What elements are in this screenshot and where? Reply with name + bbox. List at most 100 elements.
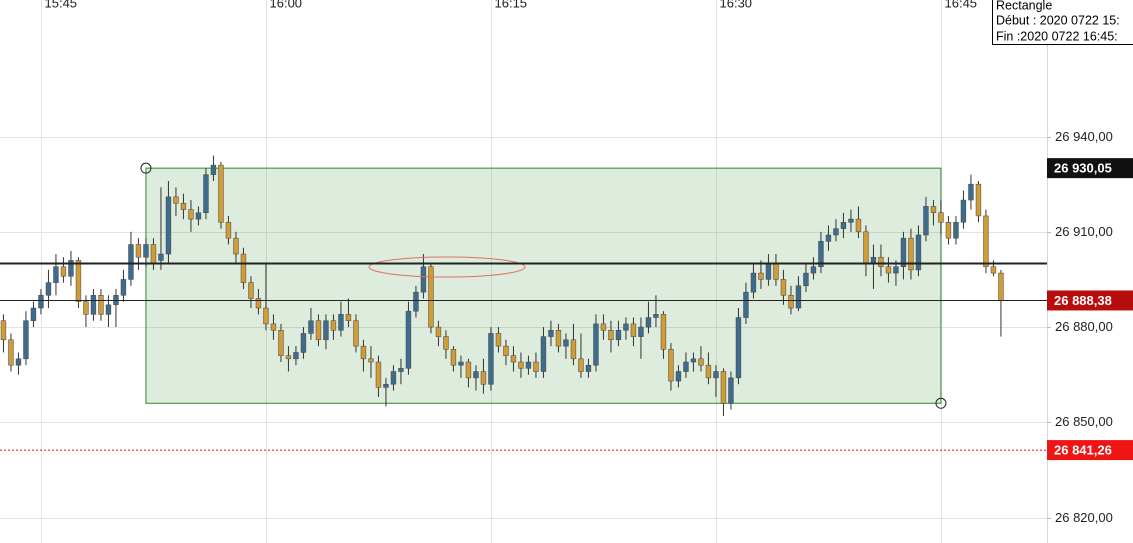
x-tick-label: 16:45 <box>945 0 978 10</box>
candle-body <box>720 371 727 404</box>
candle-body <box>240 253 247 283</box>
y-tick-label: 26 880,00 <box>1055 319 1113 334</box>
x-tick-label: 15:45 <box>45 0 78 10</box>
tooltip-title: Rectangle <box>996 0 1052 12</box>
candle-body <box>195 212 202 220</box>
candle-body <box>938 212 944 223</box>
candle-body <box>150 244 157 264</box>
candle-body <box>473 371 479 379</box>
candle-body <box>945 222 952 239</box>
candle-body <box>623 323 629 331</box>
candle-body <box>30 307 37 321</box>
candle-body <box>825 234 832 242</box>
candle-body <box>930 206 937 214</box>
candle-body <box>833 228 839 236</box>
candle-body <box>848 218 854 223</box>
candle-body <box>443 336 449 350</box>
candle-body <box>315 320 322 341</box>
candle-body <box>405 310 412 369</box>
candle-body <box>53 266 59 283</box>
candle-body <box>248 282 254 299</box>
tooltip: Rectangle Début : 2020 0722 15: Fin :202… <box>992 0 1133 45</box>
candle-body <box>128 244 134 280</box>
candle-body <box>420 266 427 293</box>
candle-body <box>428 266 434 328</box>
tooltip-start: Début : 2020 0722 15: <box>996 13 1120 27</box>
candle-body <box>863 231 869 264</box>
candle-body <box>383 383 389 388</box>
candle-body <box>923 206 929 236</box>
candle-body <box>98 295 104 315</box>
x-tick-label: 16:30 <box>720 0 753 10</box>
candle-body <box>263 307 269 325</box>
candle-body <box>600 323 607 331</box>
candle-body <box>495 333 502 347</box>
candle-body <box>803 272 809 287</box>
candle-body <box>810 266 817 274</box>
candle-body <box>698 358 704 366</box>
candle-body <box>458 361 464 366</box>
candle-body <box>563 339 569 347</box>
candle-body <box>465 361 472 379</box>
candle-body <box>270 323 277 331</box>
candle-body <box>300 333 307 353</box>
candle-body <box>645 317 652 328</box>
tooltip-end: Fin :2020 0722 16:45: <box>996 29 1118 43</box>
candle-body <box>878 256 884 267</box>
candle-body <box>293 352 299 360</box>
candle-body <box>998 272 1004 301</box>
candle-body <box>683 361 689 372</box>
candle-body <box>210 164 217 175</box>
candle-body <box>630 323 637 337</box>
candle-body <box>525 361 532 369</box>
y-tick-label: 26 820,00 <box>1055 510 1113 525</box>
candle-body <box>345 314 352 321</box>
candle-body <box>765 263 772 280</box>
candle-body <box>15 358 22 366</box>
candle-body <box>510 355 517 363</box>
candle-body <box>450 349 457 366</box>
candle-body <box>915 234 922 271</box>
candle-body <box>143 244 149 258</box>
candle-body <box>968 183 974 201</box>
candle-body <box>758 272 764 280</box>
candle-body <box>8 339 14 366</box>
candle-body <box>585 364 592 372</box>
candle-body <box>713 371 719 379</box>
candle-body <box>83 301 89 315</box>
candle-body <box>900 237 907 267</box>
candle-body <box>285 355 292 360</box>
candle-body <box>45 282 52 296</box>
candle-body <box>435 326 442 337</box>
candle-body <box>780 279 787 296</box>
candle-body <box>555 329 562 347</box>
candle-body <box>120 279 127 296</box>
candle-body <box>615 329 622 341</box>
candle-body <box>578 358 584 372</box>
candle-body <box>668 349 674 382</box>
y-tick-label: 26 850,00 <box>1055 414 1113 429</box>
candle-body <box>638 326 644 337</box>
candle-body <box>818 241 824 267</box>
candle-body <box>165 196 172 255</box>
candle-body <box>855 218 862 233</box>
candle-body <box>705 364 712 379</box>
candle-body <box>728 377 734 404</box>
candle-body <box>353 320 359 347</box>
price-label-box <box>1047 290 1133 311</box>
candle-body <box>488 333 494 385</box>
candle-body <box>38 295 44 309</box>
candle-body <box>68 260 74 277</box>
ellipse-annotation <box>368 256 526 278</box>
candle-body <box>105 304 112 315</box>
candle-body <box>233 237 239 255</box>
candle-body <box>60 266 67 277</box>
candle-body <box>23 320 29 360</box>
candle-body <box>983 215 989 267</box>
candle-body <box>885 266 892 274</box>
x-tick-label: 16:15 <box>495 0 528 10</box>
candle-body <box>503 345 509 356</box>
candle-body <box>390 371 397 385</box>
candle-body <box>188 209 194 220</box>
candle-body <box>135 244 142 258</box>
